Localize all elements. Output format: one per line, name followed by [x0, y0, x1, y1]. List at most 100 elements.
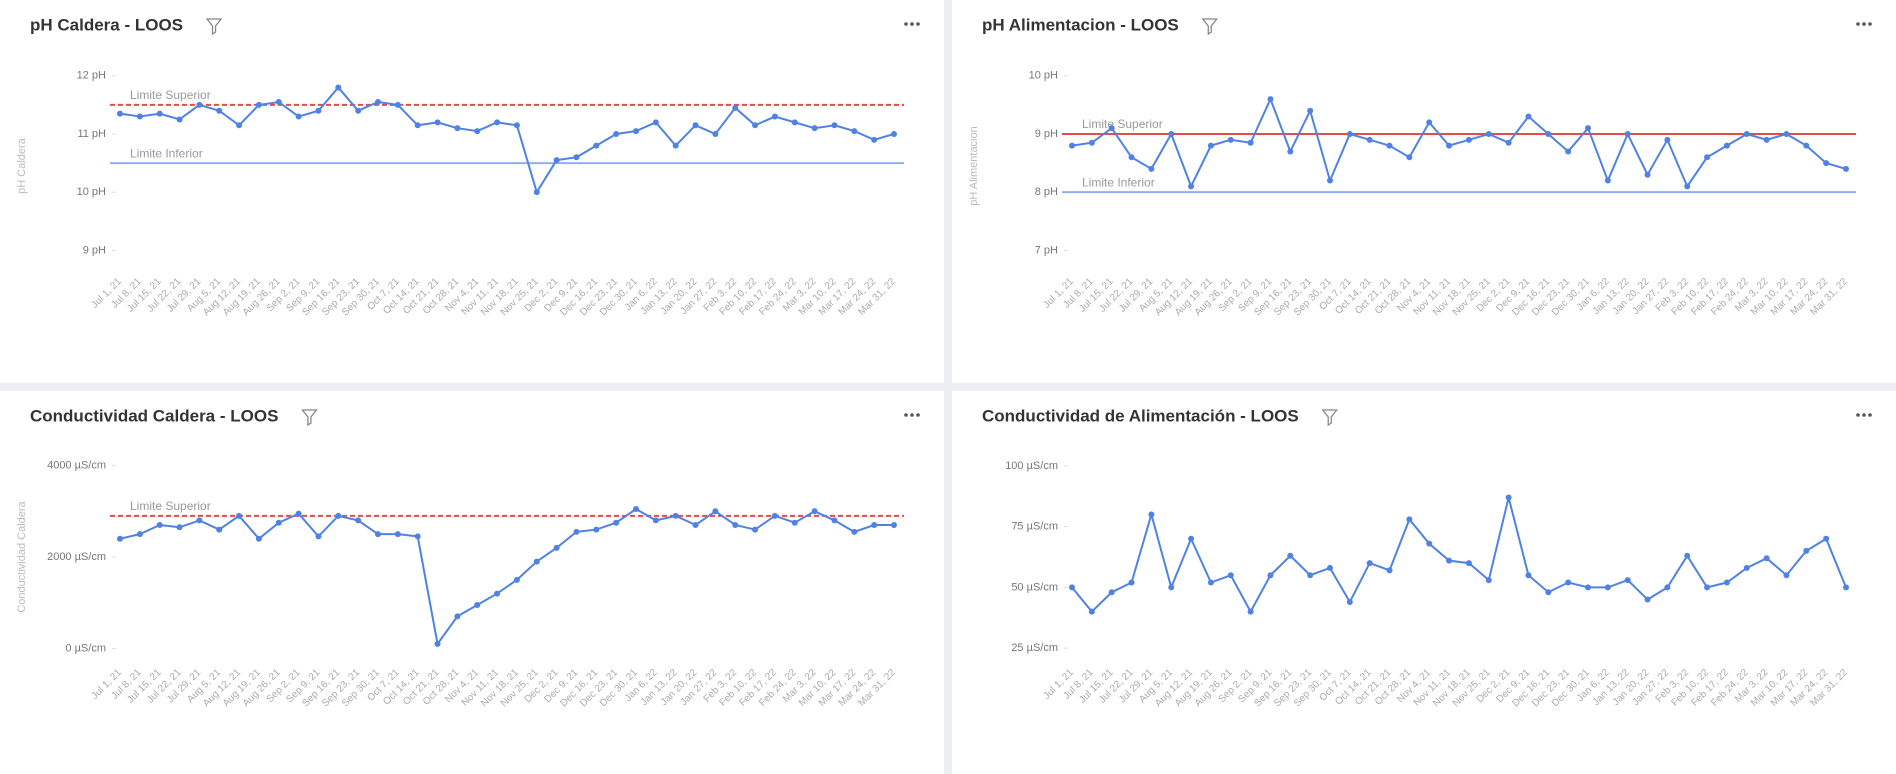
data-point	[633, 506, 639, 512]
reference-label: Limite Superior	[130, 88, 211, 102]
data-point	[712, 508, 719, 515]
data-point	[295, 113, 302, 120]
more-dot[interactable]	[1856, 22, 1860, 26]
chart-title: Conductividad de Alimentación - LOOS	[982, 406, 1299, 425]
panel	[0, 0, 944, 383]
data-point	[196, 101, 203, 108]
data-point	[355, 107, 362, 114]
more-dot[interactable]	[1856, 413, 1860, 417]
data-point	[1307, 107, 1314, 114]
data-point	[176, 524, 183, 531]
data-point	[1783, 572, 1790, 579]
more-dot	[916, 413, 920, 417]
reference-label: Limite Superior	[130, 499, 211, 513]
data-point	[613, 131, 620, 137]
data-point	[1426, 119, 1433, 126]
data-point	[117, 110, 123, 117]
data-point	[633, 128, 639, 135]
data-point	[652, 517, 659, 524]
data-point	[255, 101, 262, 108]
data-point	[752, 526, 759, 533]
data-point	[1823, 535, 1830, 542]
data-point	[196, 517, 203, 524]
data-point	[216, 526, 223, 533]
panel	[952, 391, 1896, 774]
data-point	[454, 613, 461, 620]
data-point	[1386, 142, 1393, 149]
data-point	[1465, 560, 1472, 567]
data-point	[1684, 183, 1691, 190]
y-tick-label: 75 µS/cm	[1011, 521, 1058, 533]
data-point	[1743, 564, 1750, 571]
data-point	[1803, 142, 1810, 149]
data-point	[851, 528, 858, 535]
data-point	[494, 119, 501, 126]
data-point	[1704, 584, 1711, 591]
chart-title: Conductividad Caldera - LOOS	[30, 406, 278, 425]
data-point	[1148, 165, 1155, 172]
data-point	[1346, 598, 1353, 605]
data-point	[831, 517, 838, 524]
data-point	[1188, 535, 1195, 542]
data-point	[156, 522, 163, 528]
data-point	[1168, 131, 1175, 137]
data-point	[791, 119, 798, 126]
data-point	[771, 113, 778, 120]
data-line	[119, 85, 895, 195]
data-point	[871, 522, 878, 528]
filter-icon[interactable]	[205, 18, 223, 36]
y-tick-label: 50 µS/cm	[1011, 581, 1058, 593]
data-point	[136, 113, 143, 120]
y-tick-label: 9 pH	[1035, 128, 1058, 140]
data-point	[533, 189, 540, 196]
data-point	[1485, 131, 1492, 137]
data-point	[672, 142, 679, 149]
data-line	[119, 507, 894, 647]
more-dot[interactable]	[904, 22, 908, 26]
data-point	[375, 99, 381, 105]
more-dot	[910, 22, 914, 26]
data-point	[1525, 113, 1532, 120]
more-dot	[1862, 22, 1866, 26]
data-point	[1247, 608, 1254, 615]
data-point	[1783, 131, 1790, 137]
data-point	[811, 508, 818, 515]
y-tick-label: 100 µS/cm	[1005, 460, 1058, 472]
data-point	[1624, 577, 1631, 584]
data-point	[494, 590, 501, 597]
y-tick-label: 11 pH	[77, 128, 106, 140]
data-point	[255, 535, 262, 542]
data-point	[652, 119, 659, 126]
data-point	[513, 576, 520, 583]
data-point	[613, 519, 620, 526]
data-point	[1644, 171, 1651, 178]
filter-icon[interactable]	[1321, 409, 1339, 427]
data-point	[1406, 516, 1413, 523]
panel	[0, 391, 944, 774]
data-point	[1307, 572, 1314, 579]
data-point	[692, 122, 699, 129]
data-point	[1207, 579, 1214, 586]
more-dot	[1868, 22, 1872, 26]
data-point	[791, 519, 798, 526]
data-point	[831, 122, 838, 129]
y-tick-label: 10 pH	[1029, 70, 1058, 82]
filter-icon[interactable]	[1201, 18, 1219, 36]
data-point	[136, 531, 143, 538]
data-point	[692, 522, 699, 528]
data-point	[732, 104, 739, 111]
y-tick-label: 2000 µS/cm	[47, 551, 106, 563]
data-point	[474, 602, 481, 608]
data-point	[1585, 584, 1591, 591]
y-tick-label: 8 pH	[1035, 186, 1058, 198]
data-point	[216, 107, 223, 114]
filter-icon[interactable]	[301, 409, 318, 427]
data-point	[1525, 572, 1532, 579]
data-point	[1644, 596, 1651, 603]
data-point	[1287, 552, 1294, 559]
more-dot[interactable]	[904, 413, 908, 417]
data-point	[1327, 177, 1333, 184]
data-point	[1227, 136, 1234, 143]
reference-label: Limite Inferior	[1082, 175, 1155, 189]
